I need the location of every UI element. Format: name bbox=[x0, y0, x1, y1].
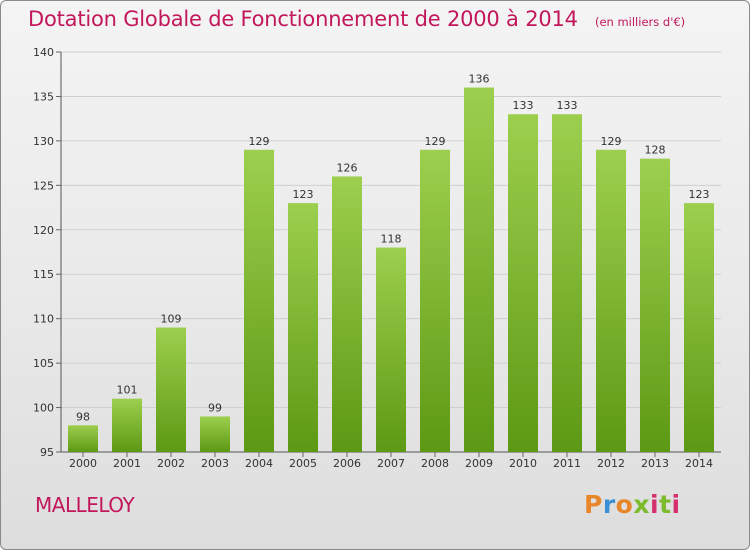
x-tick-label-2008: 2008 bbox=[421, 457, 449, 470]
y-tick-label: 120 bbox=[33, 224, 54, 237]
title-row: Dotation Globale de Fonctionnement de 20… bbox=[28, 7, 685, 31]
value-label-2005: 123 bbox=[293, 188, 314, 201]
value-label-2009: 136 bbox=[469, 73, 490, 86]
logo-letter: r bbox=[602, 490, 616, 519]
value-label-2008: 129 bbox=[425, 135, 446, 148]
bar-2001 bbox=[112, 398, 142, 452]
logo-letter: P bbox=[584, 490, 603, 519]
value-label-2004: 129 bbox=[249, 135, 270, 148]
x-tick-label-2011: 2011 bbox=[553, 457, 581, 470]
bar-2009 bbox=[464, 87, 494, 453]
y-tick-label: 140 bbox=[33, 46, 54, 59]
x-tick-label-2000: 2000 bbox=[69, 457, 97, 470]
value-label-2007: 118 bbox=[381, 233, 402, 246]
x-tick-label-2005: 2005 bbox=[289, 457, 317, 470]
x-tick-label-2007: 2007 bbox=[377, 457, 405, 470]
y-tick-label: 105 bbox=[33, 357, 54, 370]
chart-title: Dotation Globale de Fonctionnement de 20… bbox=[28, 7, 578, 31]
bar-2007 bbox=[376, 247, 406, 452]
x-tick-label-2013: 2013 bbox=[641, 457, 669, 470]
axes: 95 100 105 110 115 120 125 130 135 140 2000 2001 200… bbox=[33, 46, 721, 470]
value-label-2013: 128 bbox=[645, 144, 666, 157]
value-label-2010: 133 bbox=[513, 99, 534, 112]
value-label-2000: 98 bbox=[76, 410, 90, 423]
bar-2014 bbox=[684, 203, 714, 452]
value-label-2011: 133 bbox=[557, 99, 578, 112]
y-tick-label: 125 bbox=[33, 179, 54, 192]
logo-letter: i bbox=[650, 490, 660, 519]
value-label-2012: 129 bbox=[601, 135, 622, 148]
y-tick-label: 130 bbox=[33, 135, 54, 148]
y-tick-label: 135 bbox=[33, 90, 54, 103]
value-label-2002: 109 bbox=[161, 313, 182, 326]
bar-2005 bbox=[288, 203, 318, 452]
unit-note: (en milliers d'€) bbox=[594, 15, 686, 29]
x-tick-label-2010: 2010 bbox=[509, 457, 537, 470]
x-tick-label-2006: 2006 bbox=[333, 457, 361, 470]
commune-name: MALLELOY bbox=[35, 493, 135, 517]
value-labels: 98 101 109 99 129 123 126 118 129 136 133 133 129 128… bbox=[76, 73, 710, 424]
y-tick-label: 110 bbox=[33, 313, 54, 326]
bar-2010 bbox=[508, 114, 538, 452]
bar-2002 bbox=[156, 327, 186, 452]
value-label-2006: 126 bbox=[337, 161, 358, 174]
proxiti-logo[interactable]: Proxiti bbox=[584, 490, 681, 519]
y-tick-label: 115 bbox=[33, 268, 54, 281]
bar-2004 bbox=[244, 149, 274, 452]
bar-2013 bbox=[640, 158, 670, 452]
logo-letter: t bbox=[659, 490, 672, 519]
x-tick-label-2004: 2004 bbox=[245, 457, 273, 470]
logo-letter: i bbox=[671, 490, 681, 519]
x-tick-label-2002: 2002 bbox=[157, 457, 185, 470]
bar-2000 bbox=[68, 425, 98, 452]
bar-2012 bbox=[596, 149, 626, 452]
x-tick-label-2003: 2003 bbox=[201, 457, 229, 470]
x-tick-label-2009: 2009 bbox=[465, 457, 493, 470]
bar-2008 bbox=[420, 149, 450, 452]
bar-2011 bbox=[552, 114, 582, 452]
value-label-2001: 101 bbox=[117, 384, 138, 397]
logo-letter: o bbox=[615, 490, 634, 519]
y-tick-label: 100 bbox=[33, 402, 54, 415]
x-tick-label-2001: 2001 bbox=[113, 457, 141, 470]
x-tick-label-2012: 2012 bbox=[597, 457, 625, 470]
bar-2003 bbox=[200, 416, 230, 452]
x-tick-label-2014: 2014 bbox=[685, 457, 713, 470]
value-label-2014: 123 bbox=[689, 188, 710, 201]
value-label-2003: 99 bbox=[208, 401, 222, 414]
bar-2006 bbox=[332, 176, 362, 452]
bars bbox=[68, 87, 714, 453]
y-tick-label: 95 bbox=[40, 446, 54, 459]
logo-letter: x bbox=[633, 490, 650, 519]
